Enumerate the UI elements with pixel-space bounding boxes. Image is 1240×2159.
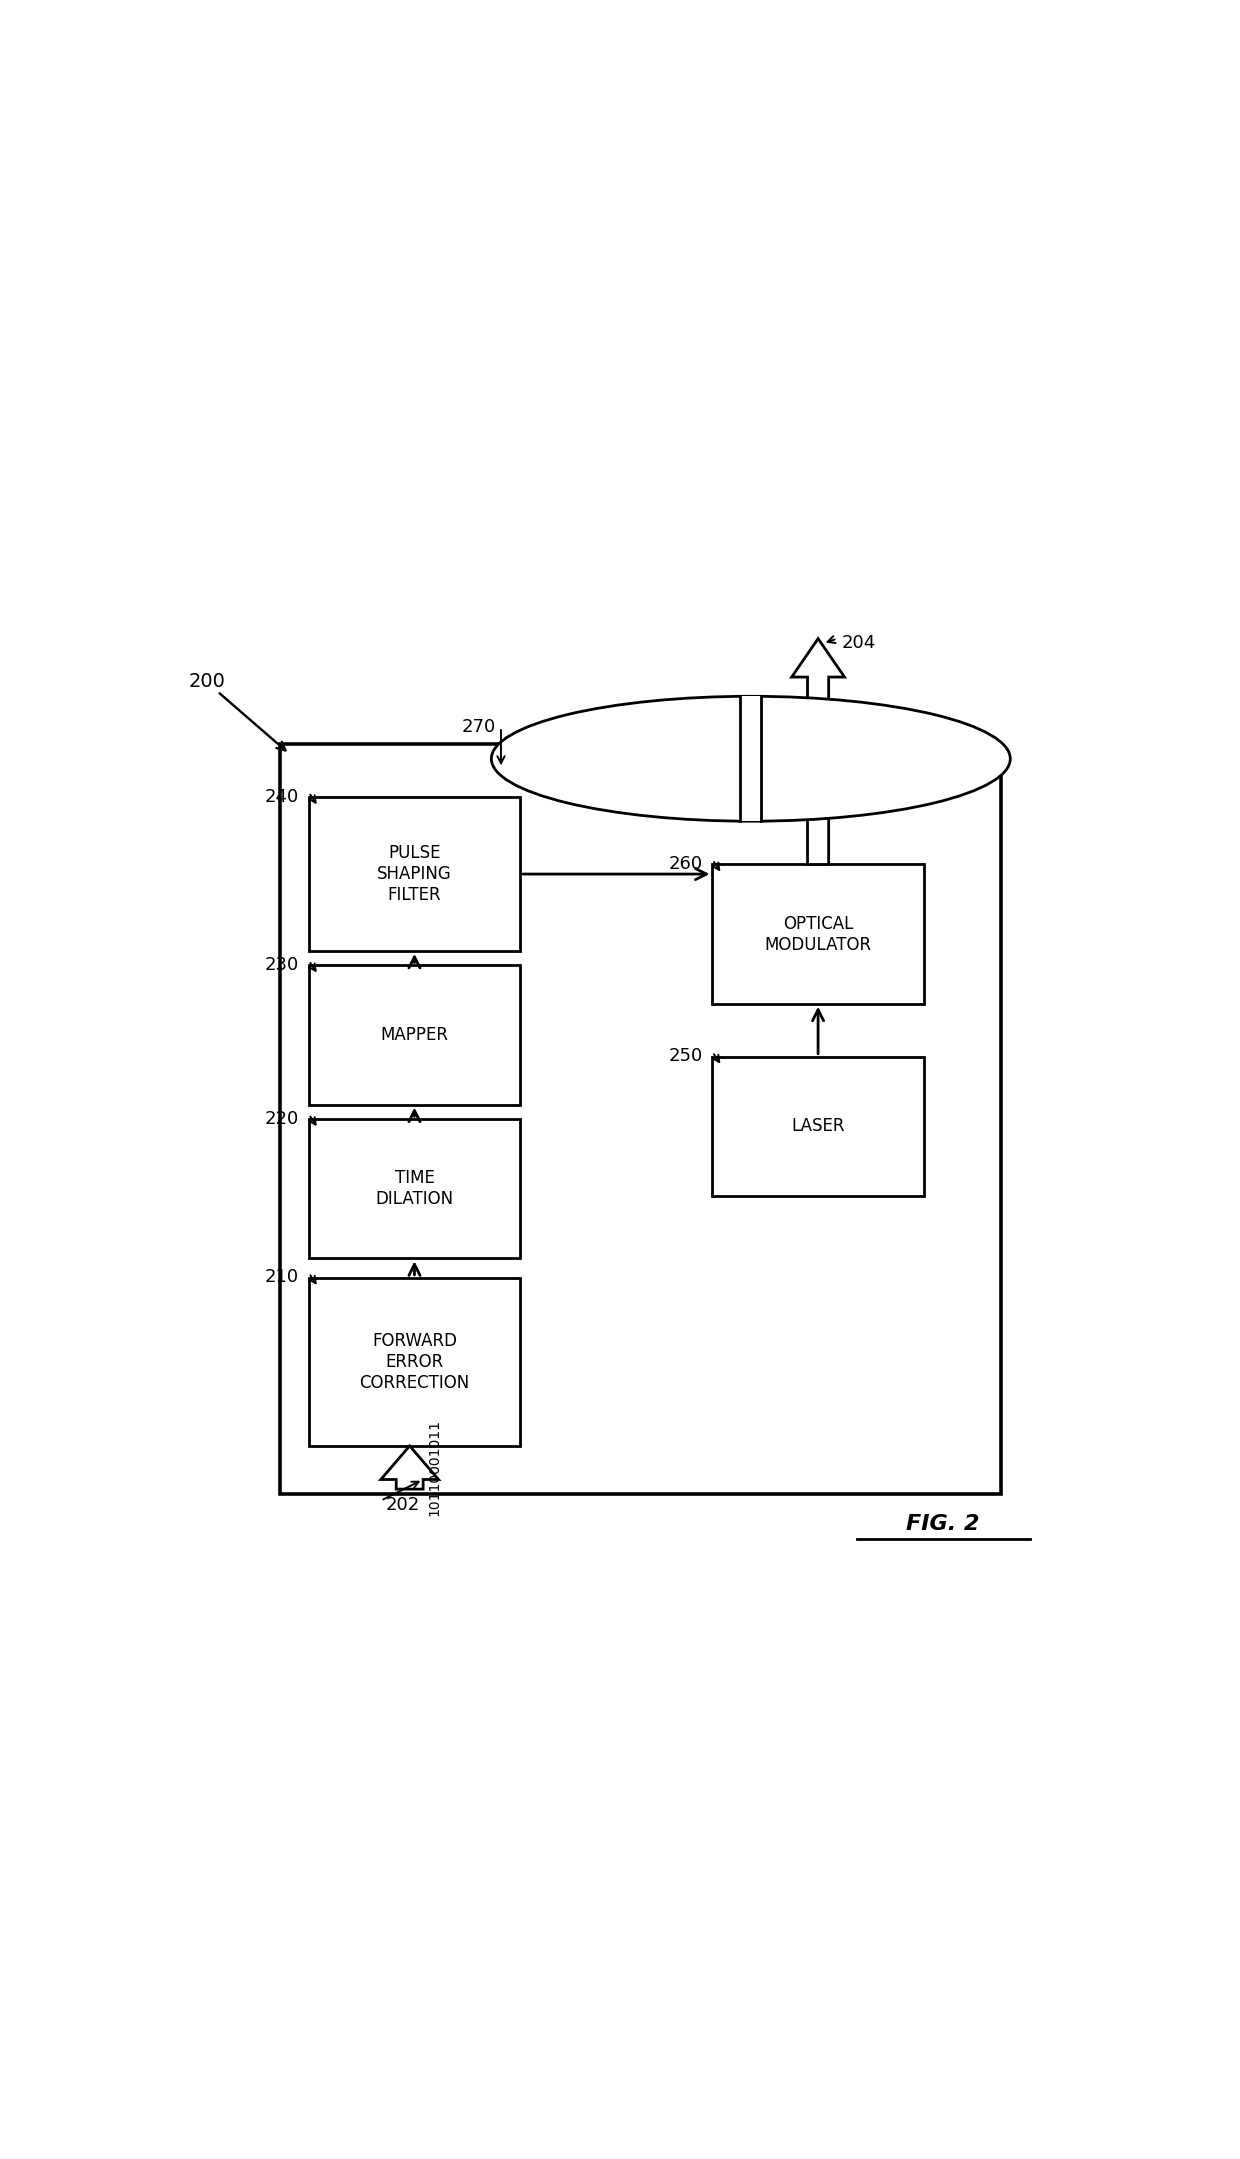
Polygon shape <box>381 1447 439 1490</box>
Text: 10110001011: 10110001011 <box>428 1418 441 1516</box>
Text: 240: 240 <box>265 788 299 805</box>
Text: 220: 220 <box>265 1110 299 1127</box>
Bar <box>309 1278 521 1447</box>
Bar <box>309 1118 521 1259</box>
Ellipse shape <box>491 697 1011 820</box>
Text: PULSE
SHAPING
FILTER: PULSE SHAPING FILTER <box>377 844 451 905</box>
Text: 204: 204 <box>842 635 877 652</box>
Text: FIG. 2: FIG. 2 <box>906 1513 980 1535</box>
Bar <box>309 965 521 1105</box>
Text: LASER: LASER <box>791 1118 844 1136</box>
Text: MAPPER: MAPPER <box>381 1026 449 1045</box>
Text: 270: 270 <box>463 719 496 736</box>
Bar <box>740 697 761 820</box>
Text: TIME
DILATION: TIME DILATION <box>376 1170 454 1209</box>
Text: OPTICAL
MODULATOR: OPTICAL MODULATOR <box>765 915 872 954</box>
Text: 202: 202 <box>386 1496 420 1513</box>
Text: FORWARD
ERROR
CORRECTION: FORWARD ERROR CORRECTION <box>360 1332 470 1393</box>
Text: 200: 200 <box>188 671 226 691</box>
Text: 250: 250 <box>668 1047 703 1064</box>
Bar <box>280 745 1001 1494</box>
Text: 210: 210 <box>265 1267 299 1287</box>
Polygon shape <box>791 639 844 864</box>
Text: 260: 260 <box>668 855 703 872</box>
Bar <box>712 1056 924 1196</box>
Text: 230: 230 <box>265 956 299 974</box>
Bar <box>309 797 521 950</box>
Bar <box>712 864 924 1004</box>
